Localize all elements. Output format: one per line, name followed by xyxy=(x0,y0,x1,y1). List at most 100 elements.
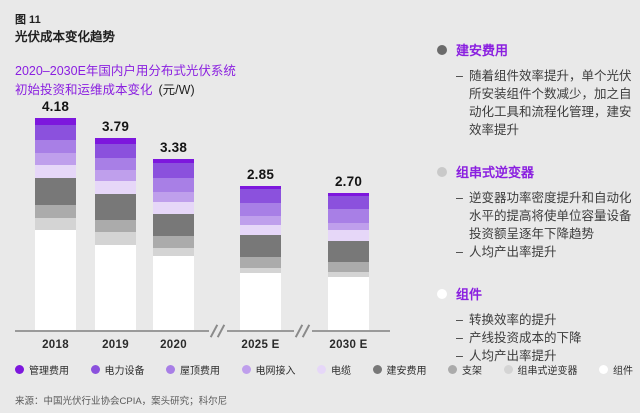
bar-segment-组件 xyxy=(35,230,76,331)
bar-segment-电缆 xyxy=(328,229,369,241)
bar-segment-组件 xyxy=(153,255,194,331)
legend-label: 电力设备 xyxy=(104,366,145,377)
bar-segment-屋顶费用 xyxy=(95,157,136,171)
bar-segment-组串式逆变器 xyxy=(328,272,369,278)
bar-segment-支架 xyxy=(240,257,281,268)
bar-segment-组件 xyxy=(95,244,136,331)
x-axis-line xyxy=(15,330,390,332)
bullet-circle-icon xyxy=(437,166,447,177)
source-note: 来源：中国光伏行业协会CPIA，案头研究；科尔尼 xyxy=(15,396,228,407)
annotation-panel: 建安费用 – 随着组件效率提升，单个光伏所安装组件个数减少，加之自动化工具和流程化管… xyxy=(437,40,635,388)
panel-point: – 人均产出率提升 xyxy=(456,349,557,363)
x-axis-label: 2025 E xyxy=(241,339,280,351)
bar-group-2025E xyxy=(240,186,281,331)
bar-group-2030E xyxy=(328,193,369,331)
bar-segment-组串式逆变器 xyxy=(153,247,194,256)
bar-segment-屋顶费用 xyxy=(328,209,369,223)
bullet-circle-icon xyxy=(437,44,447,55)
bar-segment-电缆 xyxy=(153,201,194,215)
bar-segment-管理费用 xyxy=(35,118,76,126)
legend-item-建安费用: 建安费用 xyxy=(372,362,427,377)
bar-segment-支架 xyxy=(328,261,369,273)
legend-item-组串式逆变器: 组串式逆变器 xyxy=(503,362,578,377)
legend-dot-icon xyxy=(599,365,608,374)
legend-label: 建安费用 xyxy=(386,366,427,377)
bar-segment-管理费用 xyxy=(153,159,194,164)
legend-label: 电缆 xyxy=(331,366,351,377)
bar-segment-支架 xyxy=(153,236,194,248)
legend-label: 管理费用 xyxy=(29,366,69,377)
bar-group-2020 xyxy=(153,159,194,331)
panel-item-title: 组串式逆变器 xyxy=(456,165,535,180)
panel-point: – 逆变器功率密度提升和自动化水平的提高将使单位容量设备投资额呈逐年下降趋势 xyxy=(456,191,632,241)
axis-break-icon xyxy=(209,324,227,338)
bar-segment-管理费用 xyxy=(240,186,281,190)
bar-segment-管理费用 xyxy=(95,138,136,145)
value-label: 2.70 xyxy=(334,174,363,189)
bar-segment-支架 xyxy=(35,205,76,218)
x-axis-label: 2018 xyxy=(42,339,69,351)
panel-point: – 随着组件效率提升，单个光伏所安装组件个数减少，加之自动化工具和流程化管理，建安… xyxy=(456,69,632,137)
panel-item-title: 组件 xyxy=(456,287,483,302)
value-label: 3.38 xyxy=(159,140,188,155)
legend-dot-icon xyxy=(448,365,457,374)
bar-segment-电力设备 xyxy=(240,189,281,204)
legend-label: 电网接入 xyxy=(255,366,296,377)
bar-segment-组件 xyxy=(240,272,281,331)
panel-item-title: 建安费用 xyxy=(456,43,509,58)
bar-segment-电缆 xyxy=(35,164,76,179)
x-axis-label: 2019 xyxy=(102,339,129,351)
legend-dot-icon xyxy=(317,365,326,374)
bar-segment-组串式逆变器 xyxy=(240,267,281,273)
bar-segment-建安费用 xyxy=(35,178,76,206)
legend-label: 支架 xyxy=(462,366,482,377)
bar-segment-电网接入 xyxy=(35,152,76,165)
chart-subtitle: 2020–2030E年国内户用分布式光伏系统 初始投资和运维成本变化 (元/W) xyxy=(15,62,236,100)
bar-group-2018 xyxy=(35,118,76,331)
panel-item-组串式逆变器: 组串式逆变器 – 逆变器功率密度提升和自动化水平的提高将使单位容量设备投资额呈逐年下… xyxy=(437,162,635,261)
legend-label: 组件 xyxy=(613,366,633,377)
legend-dot-icon xyxy=(241,365,251,374)
value-label: 2.85 xyxy=(246,167,275,182)
chart-subtitle-line1: 2020–2030E年国内户用分布式光伏系统 xyxy=(15,64,236,78)
panel-point: – 产线投资成本的下降 xyxy=(456,331,582,345)
bar-segment-屋顶费用 xyxy=(153,178,194,192)
legend-label: 屋顶费用 xyxy=(180,366,220,377)
chart-subtitle-line2: 初始投资和运维成本变化 (元/W) xyxy=(15,83,195,97)
unit-label: (元/W) xyxy=(158,83,195,97)
figure-label: 图 11 xyxy=(15,14,41,26)
panel-item-建安费用: 建安费用 – 随着组件效率提升，单个光伏所安装组件个数减少，加之自动化工具和流程化管… xyxy=(437,40,635,139)
legend-dot-icon xyxy=(166,365,175,374)
legend-item-电网接入: 电网接入 xyxy=(241,362,296,377)
legend-item-屋顶费用: 屋顶费用 xyxy=(166,362,220,377)
bar-segment-组件 xyxy=(328,277,369,331)
bullet-circle-icon xyxy=(437,288,447,299)
bar-segment-电网接入 xyxy=(153,191,194,202)
bar-segment-支架 xyxy=(95,219,136,233)
panel-point: – 转换效率的提升 xyxy=(456,313,557,327)
bar-segment-电网接入 xyxy=(328,222,369,230)
legend-dot-icon xyxy=(15,365,24,374)
bar-group-2019 xyxy=(95,138,136,331)
bar-segment-建安费用 xyxy=(153,214,194,237)
bar-segment-管理费用 xyxy=(328,193,369,197)
bar-segment-屋顶费用 xyxy=(35,139,76,153)
bar-segment-电缆 xyxy=(240,224,281,236)
panel-item-组件: 组件 – 转换效率的提升 – 产线投资成本的下降 – 人均产出率提升 xyxy=(437,284,635,365)
bar-segment-组串式逆变器 xyxy=(95,232,136,245)
x-axis-label: 2020 xyxy=(160,339,187,351)
bar-segment-电力设备 xyxy=(328,196,369,210)
legend-item-电缆: 电缆 xyxy=(317,362,351,377)
bar-segment-电力设备 xyxy=(153,163,194,179)
legend-dot-icon xyxy=(372,365,382,374)
axis-break-icon xyxy=(294,324,312,338)
x-axis-label: 2030 E xyxy=(329,339,368,351)
legend-item-支架: 支架 xyxy=(448,362,482,377)
bar-segment-组串式逆变器 xyxy=(35,217,76,231)
legend-item-管理费用: 管理费用 xyxy=(15,362,69,377)
bar-segment-电缆 xyxy=(95,181,136,194)
legend-dot-icon xyxy=(503,365,513,374)
bar-segment-屋顶费用 xyxy=(240,203,281,216)
bar-segment-建安费用 xyxy=(328,241,369,262)
bar-segment-建安费用 xyxy=(95,193,136,220)
